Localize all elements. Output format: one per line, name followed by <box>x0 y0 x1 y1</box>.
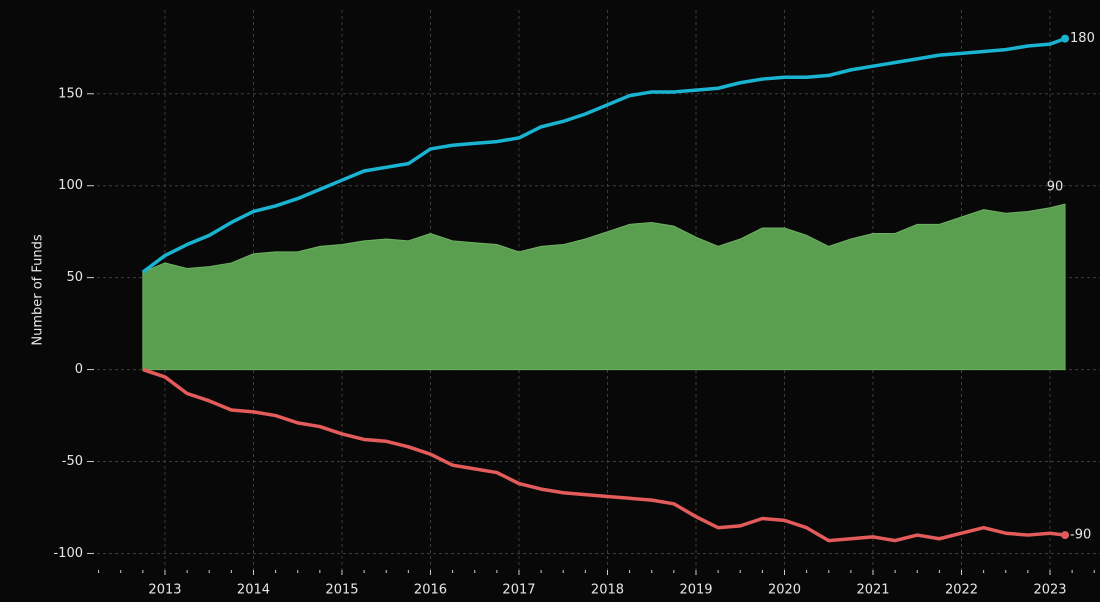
x-tick-label: 2018 <box>591 583 624 598</box>
line <box>142 367 1066 543</box>
end-label: 90 <box>1047 180 1064 195</box>
y-axis-label: Number of Funds <box>31 234 46 346</box>
x-tick-label: 2022 <box>945 583 978 598</box>
x-tick-label: 2015 <box>325 583 358 598</box>
line <box>141 36 1066 274</box>
x-tick-label: 2013 <box>148 583 181 598</box>
end-dot <box>1061 531 1070 540</box>
end-dot <box>1061 34 1070 43</box>
x-tick-label: 2017 <box>502 583 535 598</box>
area <box>142 203 1066 371</box>
x-tick-label: 2020 <box>768 583 801 598</box>
y-tick-label: 100 <box>58 178 83 193</box>
x-tick-label: 2023 <box>1033 583 1066 598</box>
x-tick-label: 2016 <box>414 583 447 598</box>
end-label: 180 <box>1070 31 1095 46</box>
y-tick-label: 50 <box>66 270 83 285</box>
y-tick-label: -50 <box>62 454 83 469</box>
end-label: -90 <box>1070 528 1091 543</box>
y-tick-label: 0 <box>75 362 83 377</box>
y-tick-label: 150 <box>58 86 83 101</box>
x-tick-label: 2014 <box>237 583 270 598</box>
x-tick-label: 2019 <box>679 583 712 598</box>
x-tick-label: 2021 <box>856 583 889 598</box>
y-tick-label: -100 <box>53 546 83 561</box>
